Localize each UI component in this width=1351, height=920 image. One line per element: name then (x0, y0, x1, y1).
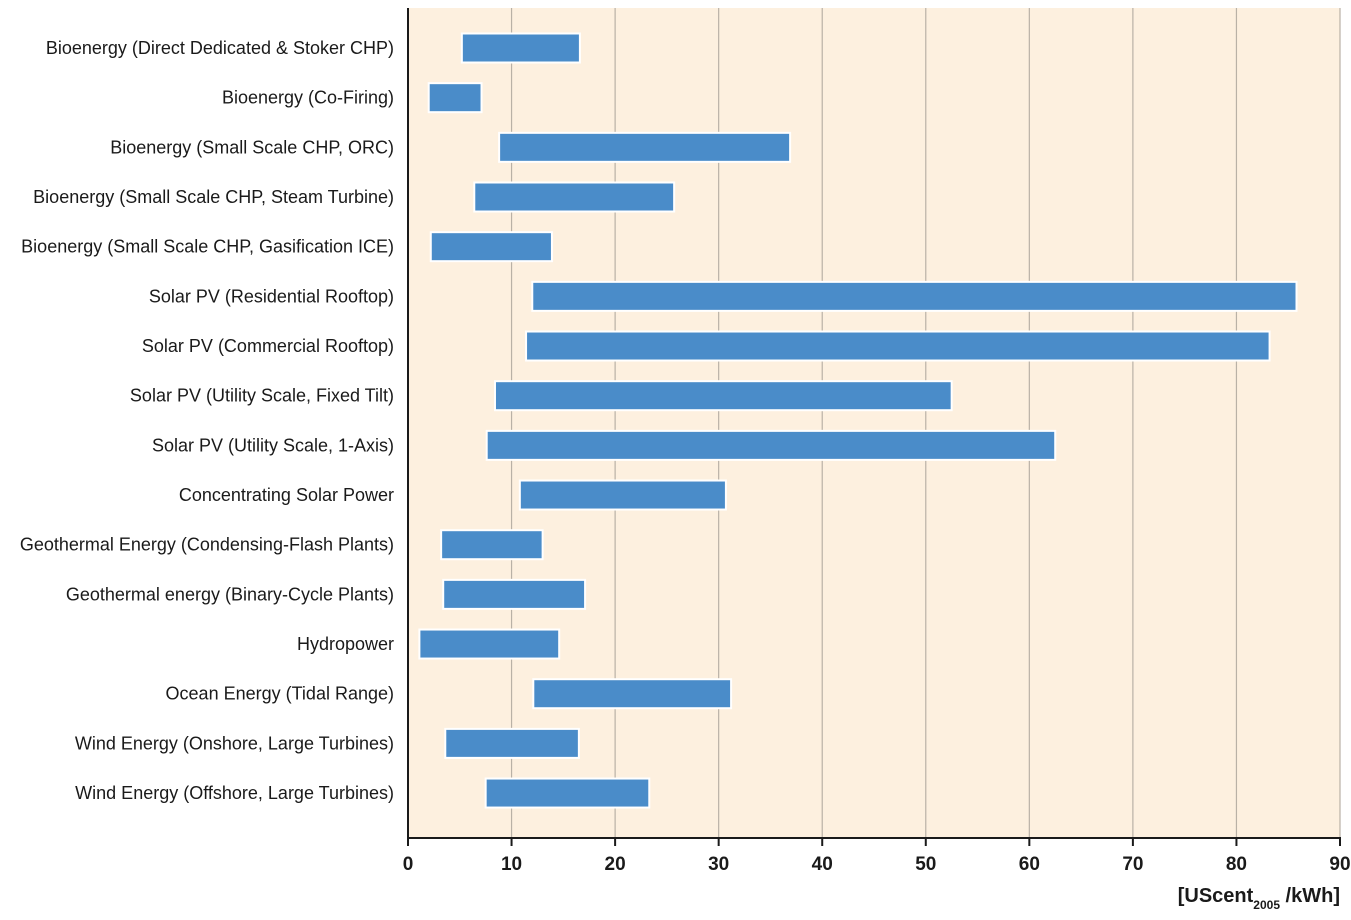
x-ticks: 0 10 20 30 40 50 60 70 80 90 (403, 838, 1351, 875)
x-tick-label: 20 (605, 854, 626, 875)
range-bar (498, 131, 792, 163)
category-label: Concentrating Solar Power (179, 485, 394, 505)
x-tick-label: 90 (1329, 854, 1350, 875)
range-bar (493, 380, 953, 412)
range-bar (429, 231, 553, 263)
category-label: Bioenergy (Small Scale CHP, Steam Turbin… (33, 187, 394, 207)
x-axis-unit-label: [UScent2005 /kWh] (1178, 885, 1340, 912)
range-bar (440, 529, 544, 561)
range-bar (531, 280, 1298, 312)
x-tick-label: 10 (501, 854, 522, 875)
category-labels: Bioenergy (Direct Dedicated & Stoker CHP… (20, 38, 394, 803)
category-label: Wind Energy (Offshore, Large Turbines) (75, 783, 394, 803)
category-label: Bioenergy (Direct Dedicated & Stoker CHP… (46, 38, 394, 58)
x-tick-label: 30 (708, 854, 729, 875)
category-label: Solar PV (Residential Rooftop) (149, 286, 394, 306)
category-label: Solar PV (Utility Scale, Fixed Tilt) (130, 386, 394, 406)
category-label: Solar PV (Commercial Rooftop) (142, 336, 394, 356)
x-tick-label: 50 (915, 854, 936, 875)
range-bar (444, 727, 580, 759)
category-label: Solar PV (Utility Scale, 1-Axis) (152, 435, 394, 455)
x-tick-label: 0 (403, 854, 414, 875)
x-axis-unit-tail: /kWh] (1280, 885, 1340, 907)
category-label: Ocean Energy (Tidal Range) (166, 684, 394, 704)
bars (418, 32, 1298, 809)
x-tick-label: 80 (1226, 854, 1247, 875)
x-tick-label: 70 (1122, 854, 1143, 875)
category-label: Geothermal energy (Binary-Cycle Plants) (66, 584, 394, 604)
range-bar (485, 429, 1057, 461)
category-label: Wind Energy (Onshore, Large Turbines) (75, 733, 394, 753)
category-label: Hydropower (297, 634, 394, 654)
range-bar (427, 82, 483, 114)
range-bar (418, 628, 561, 660)
range-bar (473, 181, 676, 213)
x-tick-label: 40 (812, 854, 833, 875)
x-tick-label: 60 (1019, 854, 1040, 875)
category-label: Bioenergy (Small Scale CHP, Gasification… (21, 237, 394, 257)
range-bar (442, 578, 587, 610)
range-bar (525, 330, 1271, 362)
range-bar (484, 777, 651, 809)
x-axis-unit-subscript: 2005 (1253, 898, 1280, 912)
range-bar (460, 32, 581, 64)
category-label: Bioenergy (Co-Firing) (222, 88, 394, 108)
range-bar (532, 678, 733, 710)
x-axis-unit-main: [UScent (1178, 885, 1254, 907)
category-label: Bioenergy (Small Scale CHP, ORC) (110, 137, 394, 157)
category-label: Geothermal Energy (Condensing-Flash Plan… (20, 535, 394, 555)
range-bar (518, 479, 727, 511)
